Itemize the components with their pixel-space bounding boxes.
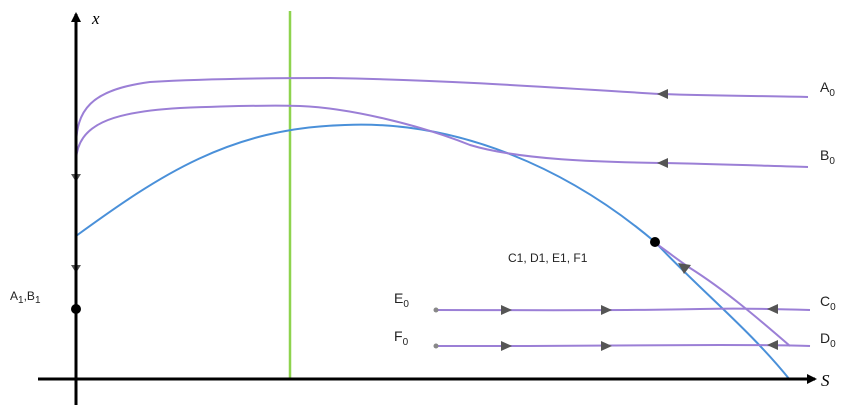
label-d0: D0	[820, 330, 836, 350]
x-axis-label: S	[821, 371, 830, 390]
label-c0: C0	[820, 293, 836, 313]
arrow-to-cluster	[678, 263, 691, 274]
arrow-c0	[767, 304, 778, 314]
arrow-d0	[767, 340, 778, 350]
arrow-b0	[657, 158, 668, 168]
label-e0: E0	[394, 290, 409, 310]
trajectory-c0	[433, 307, 811, 312]
equilibrium-a1b1	[71, 304, 81, 314]
label-a1b1: A1,B1	[10, 289, 41, 306]
label-cluster: C1, D1, E1, F1	[508, 251, 588, 265]
y-axis-label: x	[91, 9, 100, 28]
arrow-a0	[657, 89, 668, 99]
label-f0: F0	[394, 328, 409, 348]
arrow-e0-mid	[601, 305, 612, 315]
arrow-f0	[501, 341, 512, 351]
trajectory-b0	[75, 104, 809, 168]
equilibrium-cluster	[650, 237, 660, 247]
trajectory-a0	[75, 76, 809, 149]
arrow-e0	[501, 305, 512, 315]
start-dot-f0	[433, 343, 439, 349]
trajectory-d0	[433, 343, 811, 347]
arrow-f0-mid	[601, 341, 612, 351]
label-b0: B0	[820, 147, 835, 167]
start-dot-e0	[433, 307, 439, 313]
parabolic-nullcline	[75, 123, 791, 381]
label-a0: A0	[820, 79, 835, 99]
trajectory-to-cluster	[654, 242, 791, 347]
